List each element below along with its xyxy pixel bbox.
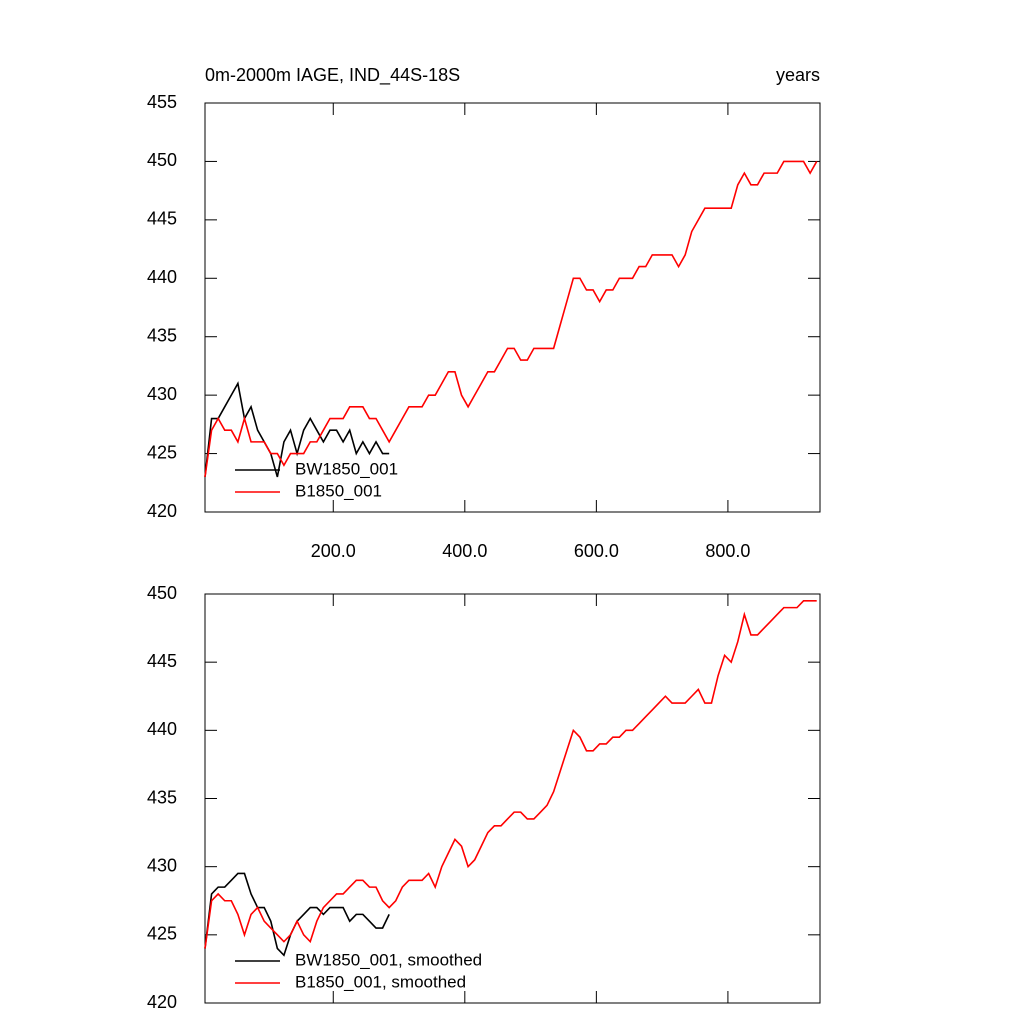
y-tick-label: 435 (147, 787, 177, 807)
legend-label: B1850_001 (295, 481, 382, 500)
units-label: years (776, 65, 820, 85)
y-tick-label: 420 (147, 992, 177, 1012)
y-tick-label: 435 (147, 325, 177, 345)
y-tick-label: 420 (147, 501, 177, 521)
data-line (204, 600, 817, 949)
legend-label: B1850_001, smoothed (295, 972, 466, 991)
x-tick-label: 200.0 (311, 541, 356, 561)
plot-frame (204, 102, 821, 513)
y-tick-label: 450 (147, 583, 177, 603)
y-tick-label: 430 (147, 384, 177, 404)
y-tick-label: 425 (147, 924, 177, 944)
y-tick-label: 430 (147, 855, 177, 875)
y-tick-label: 440 (147, 719, 177, 739)
chart-title: 0m-2000m IAGE, IND_44S-18S (205, 65, 460, 86)
y-tick-label: 425 (147, 442, 177, 462)
data-line (204, 872, 390, 957)
y-tick-label: 445 (147, 209, 177, 229)
legend-label: BW1850_001 (295, 459, 398, 478)
y-tick-label: 450 (147, 150, 177, 170)
plot-frame (204, 593, 821, 1004)
x-tick-label: 400.0 (442, 541, 487, 561)
legend-label: BW1850_001, smoothed (295, 950, 482, 969)
y-tick-label: 445 (147, 651, 177, 671)
data-line (204, 160, 818, 478)
y-tick-label: 455 (147, 92, 177, 112)
y-tick-label: 440 (147, 267, 177, 287)
x-tick-label: 600.0 (574, 541, 619, 561)
x-tick-label: 800.0 (705, 541, 750, 561)
